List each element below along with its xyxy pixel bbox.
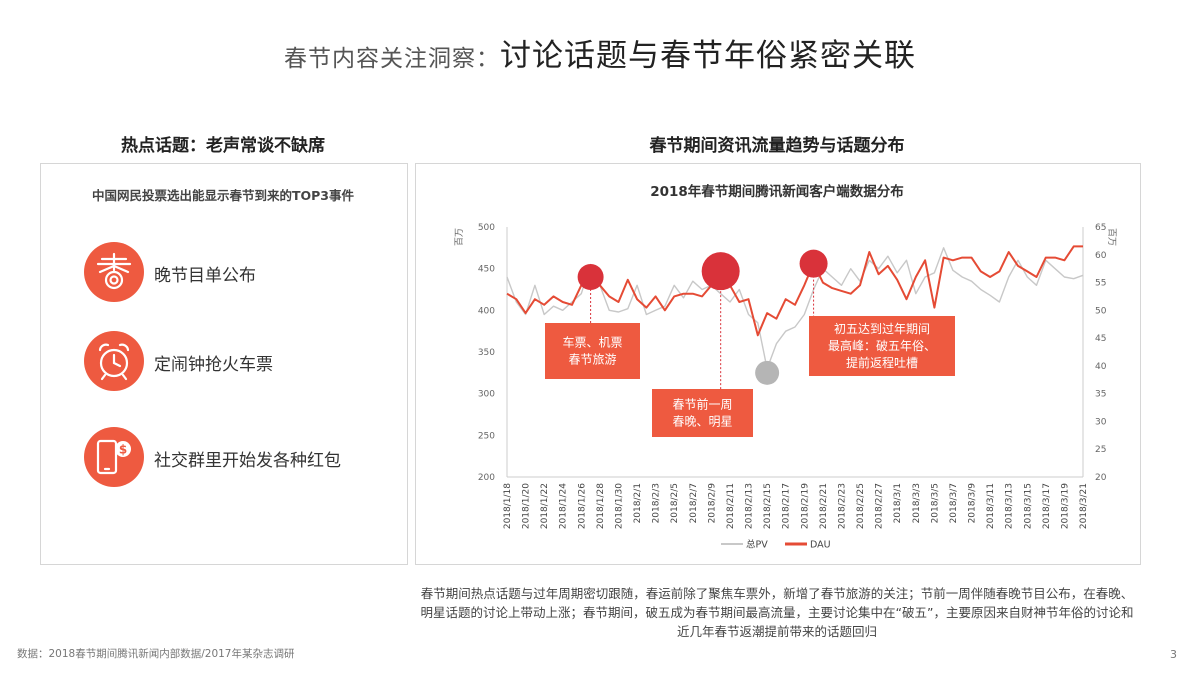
annotation-box [652,389,753,437]
traffic-line-chart: 2018年春节期间腾讯新闻客户端数据分布 200 250 300 350 400 450 50… [454,183,1117,551]
x-tick-label: 2018/3/5 [930,483,940,523]
y-left-tick-label: 300 [478,390,495,400]
y-right-tick-label: 65 [1095,223,1106,233]
y-left-tick-label: 350 [478,348,495,358]
x-tick-label: 2018/3/1 [893,483,903,523]
series-line-dau [506,245,1083,337]
y-right-axis-label: 百万 [1106,228,1117,246]
event-label: 晚节目单公布 [154,266,256,286]
page-title: 春节内容关注洞察：讨论话题与春节年俗紧密关联 [0,30,1200,75]
x-tick-label: 2018/1/28 [596,483,606,529]
annotation-box [545,323,640,379]
annotation-text: 春晚、明星 [672,415,732,429]
x-tick-label: 2018/1/26 [577,483,587,529]
y-right-tick-label: 45 [1095,334,1106,344]
x-tick-label: 2018/3/7 [949,483,959,523]
x-tick-label: 2018/3/9 [968,483,978,524]
annotation-text: 初五达到过年期间 [834,322,930,336]
x-tick-label: 2018/1/18 [503,483,513,529]
x-tick-label: 2018/2/15 [763,483,773,529]
y-left-tick-label: 400 [478,306,495,316]
highlight-bubble [799,249,828,278]
x-tick-label: 2018/2/11 [726,483,736,529]
x-tick-label: 2018/2/19 [800,483,810,529]
page-title-main: 讨论话题与春节年俗紧密关联 [500,38,916,74]
chart-description: 春节期间热点话题与过年周期密切跟随，春运前除了聚焦车票外，新增了春节旅游的关注；… [420,586,1134,639]
highlight-bubble [701,252,740,291]
annotation-box [809,316,955,376]
page-title-prefix: 春节内容关注洞察： [284,46,500,72]
x-tick-label: 2018/1/20 [522,483,532,529]
annotation-text: 最高峰：破五年俗、 [828,338,936,353]
x-tick-label: 2018/3/11 [986,483,996,529]
x-tick-label: 2018/1/24 [559,483,569,529]
x-tick-label: 2018/3/21 [1079,483,1089,529]
left-section-heading: 热点话题：老声常谈不缺席 [121,136,325,156]
y-right-tick-label: 55 [1095,279,1106,289]
highlight-bubble [577,264,604,290]
x-tick-label: 2018/2/17 [782,483,792,529]
x-tick-label: 2018/3/17 [1042,483,1052,529]
y-left-tick-label: 450 [478,265,495,275]
x-tick-label: 2018/3/19 [1060,483,1070,529]
source-note: 数据：2018春节期间腾讯新闻内部数据/2017年某杂志调研 [17,648,295,660]
hot-topics-subtitle: 中国网民投票选出能显示春节到来的TOP3事件 [91,188,354,203]
chart-title: 2018年春节期间腾讯新闻客户端数据分布 [650,183,904,200]
y-right-tick-label: 50 [1095,306,1107,316]
y-right-tick-label: 25 [1095,445,1106,455]
x-tick-label: 2018/2/27 [875,483,885,529]
x-tick-label: 2018/1/30 [614,483,624,529]
x-tick-label: 2018/3/13 [1005,483,1015,529]
spring-festival-gala-icon [84,242,144,302]
x-tick-label: 2018/2/25 [856,483,866,529]
annotation-text: 春节前一周 [672,397,732,412]
right-section-heading: 春节期间资讯流量趋势与话题分布 [649,136,905,156]
phone-red-packet-icon: $ [84,427,144,487]
y-left-tick-label: 250 [478,431,495,441]
y-left-tick-label: 500 [478,223,495,233]
y-right-tick-label: 40 [1095,362,1107,372]
x-tick-label: 2018/1/22 [540,483,550,529]
x-tick-label: 2018/2/3 [652,483,662,523]
traffic-trend-panel [415,163,1141,565]
y-right-tick-label: 20 [1095,473,1107,483]
legend-label-dau: DAU [810,540,831,551]
x-tick-label: 2018/2/21 [819,483,829,529]
svg-text:$: $ [119,443,127,457]
y-left-tick-label: 200 [478,473,495,483]
annotation-text: 车票、机票 [562,335,622,350]
y-right-tick-label: 60 [1095,251,1107,261]
x-tick-label: 2018/2/13 [745,483,755,529]
y-right-tick-label: 35 [1095,390,1106,400]
annotation-text: 春节旅游 [568,353,616,367]
x-tick-label: 2018/2/1 [633,483,643,523]
alarm-clock-icon [84,331,144,391]
x-tick-label: 2018/2/7 [689,483,699,523]
event-label: 社交群里开始发各种红包 [154,451,341,471]
event-label: 定闹钟抢火车票 [154,355,273,375]
x-tick-label: 2018/2/9 [707,483,717,524]
page-number: 3 [1170,648,1177,661]
x-tick-label: 2018/3/15 [1023,483,1033,529]
y-left-axis-label: 百万 [454,228,465,246]
x-tick-label: 2018/2/5 [670,483,680,523]
annotation-text: 提前返程吐槽 [846,355,918,370]
y-right-tick-label: 30 [1095,417,1107,427]
x-tick-label: 2018/2/23 [837,483,847,529]
series-line-pv [506,247,1084,370]
highlight-bubble [755,360,780,385]
x-tick-label: 2018/3/3 [912,483,922,523]
legend-label-pv: 总PV [746,539,768,551]
